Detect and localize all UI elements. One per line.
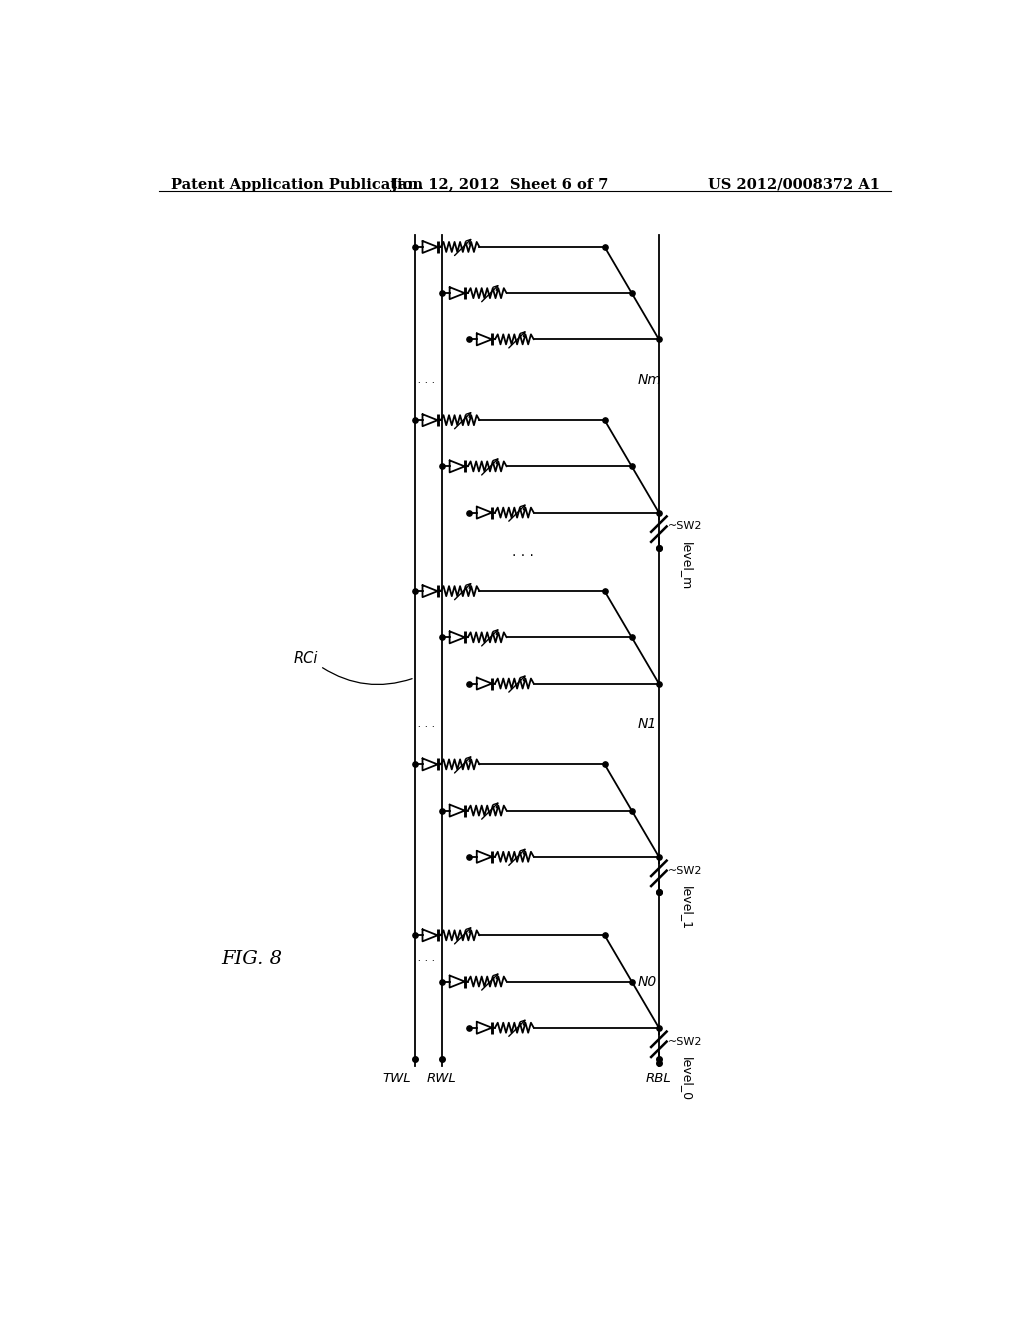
Text: ~SW2: ~SW2 (669, 1036, 702, 1047)
Text: . . .: . . . (512, 545, 535, 558)
Text: FIG. 8: FIG. 8 (221, 950, 282, 968)
Text: ~SW2: ~SW2 (669, 866, 702, 875)
Text: Nm: Nm (638, 372, 662, 387)
Text: level_m: level_m (680, 541, 692, 590)
Text: level_1: level_1 (680, 886, 692, 931)
Text: . . .: . . . (418, 953, 435, 964)
Text: N1: N1 (638, 717, 657, 731)
Text: N0: N0 (638, 974, 657, 989)
Text: Jan. 12, 2012  Sheet 6 of 7: Jan. 12, 2012 Sheet 6 of 7 (391, 178, 608, 191)
Text: US 2012/0008372 A1: US 2012/0008372 A1 (708, 178, 880, 191)
Text: TWL: TWL (382, 1072, 411, 1085)
Text: . . .: . . . (418, 375, 435, 384)
Text: ~SW2: ~SW2 (669, 521, 702, 532)
Text: Patent Application Publication: Patent Application Publication (171, 178, 423, 191)
Text: level_0: level_0 (680, 1057, 692, 1101)
Text: RCi: RCi (293, 651, 317, 667)
Text: RBL: RBL (646, 1072, 672, 1085)
Text: RWL: RWL (427, 1072, 457, 1085)
Text: . . .: . . . (418, 719, 435, 729)
